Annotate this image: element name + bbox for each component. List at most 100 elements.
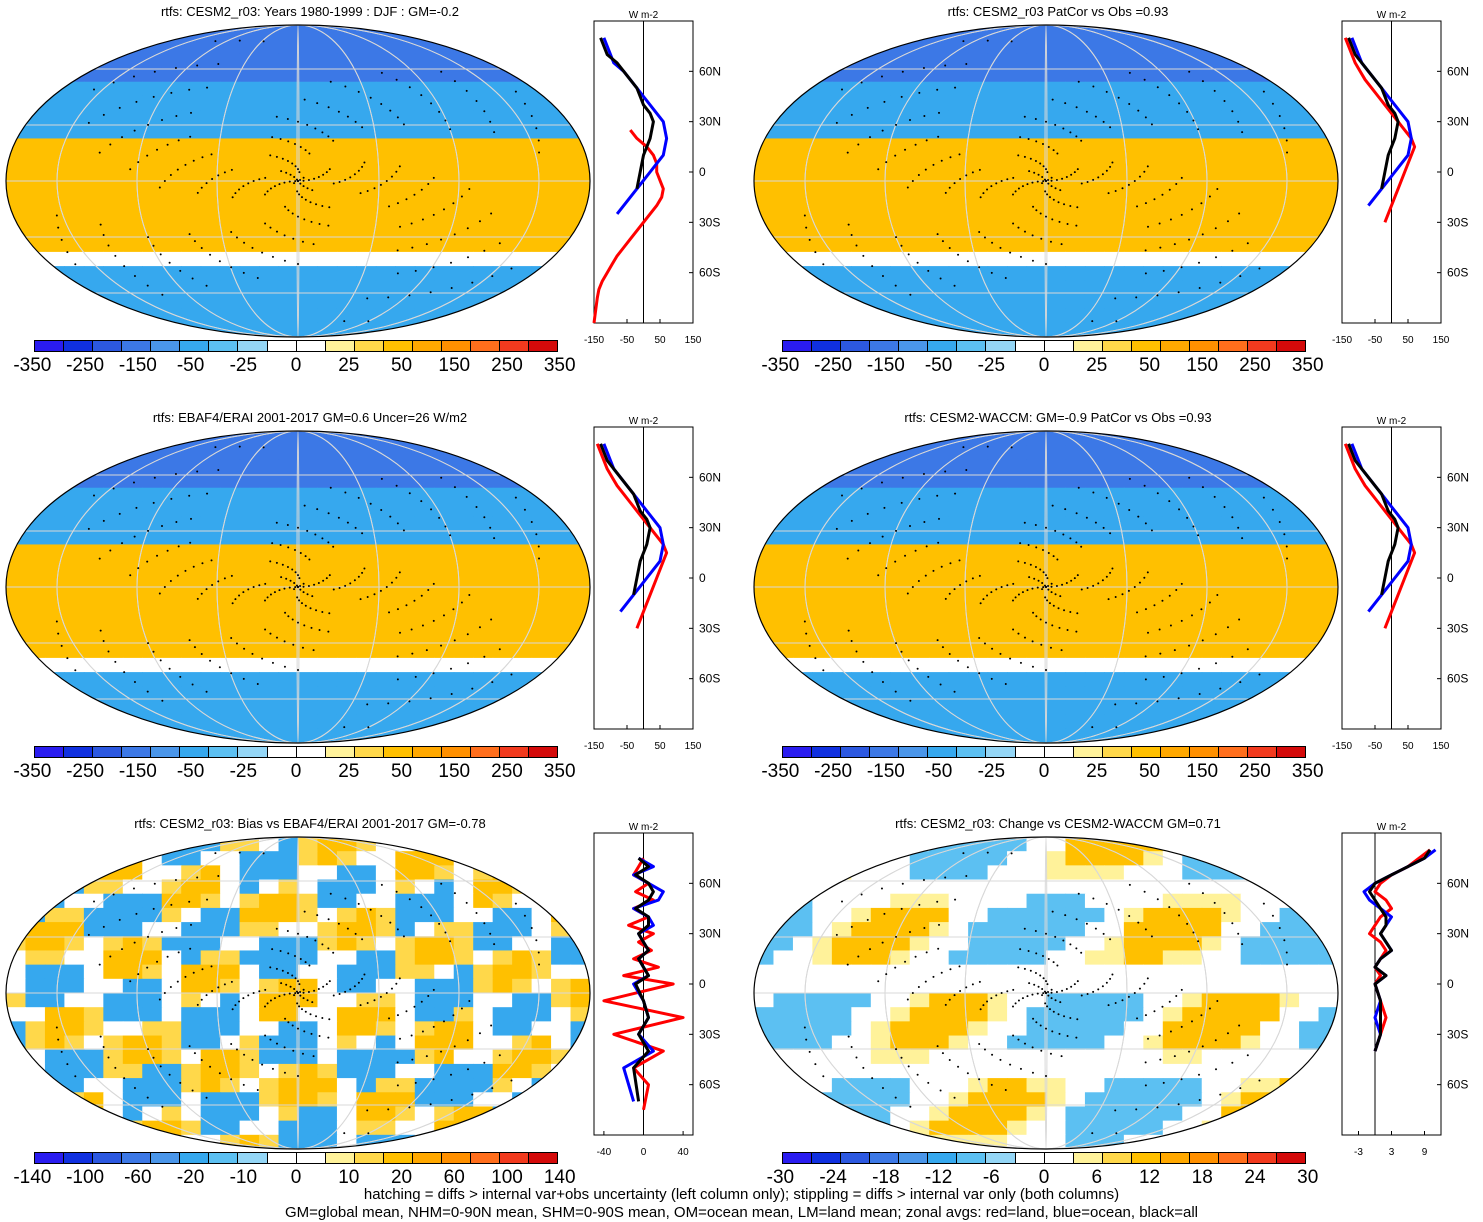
stipple-dot [387, 1108, 389, 1110]
colorbar-swatch [471, 1153, 500, 1163]
stipple-dot [93, 901, 95, 903]
stipple-dot [290, 986, 292, 988]
stipple-dot [535, 939, 537, 941]
stipple-dot [170, 904, 172, 906]
colorbar-swatch [297, 747, 326, 757]
stipple-dot [1030, 158, 1032, 160]
stipple-dot [153, 502, 155, 504]
stipple-dot [298, 599, 300, 601]
stipple-dot [430, 697, 432, 699]
stipple-dot [982, 192, 984, 194]
stipple-dot [1009, 658, 1011, 660]
colorbar-swatch [529, 1153, 557, 1163]
stipple-dot [397, 655, 399, 657]
stipple-dot [1005, 277, 1007, 279]
zonal-unit-label: W m-2 [1377, 10, 1407, 21]
stipple-dot [370, 909, 372, 911]
stipple-dot [1070, 580, 1072, 582]
stipple-dot [284, 1018, 286, 1020]
stipple-dot [894, 967, 896, 969]
stipple-dot [1202, 486, 1204, 488]
stipple-dot [211, 153, 213, 155]
lat-tick-label: 30N [699, 521, 721, 535]
stipple-dot [217, 875, 219, 877]
stipple-dot [1169, 189, 1171, 191]
colorbar-swatch [384, 747, 413, 757]
stipple-dot [217, 174, 219, 176]
stipple-dot [287, 160, 289, 162]
stipple-dot [74, 1075, 76, 1077]
colorbar-label: -250 [59, 355, 112, 377]
stipple-dot [1069, 1017, 1071, 1019]
stipple-dot [313, 990, 315, 992]
colorbar-swatch [238, 747, 267, 757]
stipple-dot [1215, 662, 1217, 664]
stipple-dot [444, 120, 446, 122]
stipple-dot [954, 182, 956, 184]
stipple-dot [965, 63, 967, 65]
stipple-dot [1040, 618, 1042, 620]
stipple-dot [360, 1004, 362, 1006]
stipple-dot [1178, 1103, 1180, 1105]
stipple-dot [164, 586, 166, 588]
colorbar-label: -150 [859, 355, 912, 377]
stipple-dot [1161, 194, 1163, 196]
stipple-dot [270, 594, 272, 596]
stipple-dot [991, 272, 993, 274]
colorbar-label: -50 [164, 761, 217, 783]
stipple-dot [1216, 1000, 1218, 1002]
stipple-dot [925, 981, 927, 983]
colorbar-label: 25 [1070, 355, 1123, 377]
colorbar-swatch [151, 747, 180, 757]
stipple-dot [287, 952, 289, 954]
stipple-dot [867, 513, 869, 515]
stipple-dot [467, 662, 469, 664]
stipple-dot [1111, 568, 1113, 570]
stipple-dot [959, 584, 961, 586]
colorbar-label: -150 [859, 761, 912, 783]
stipple-dot [1286, 963, 1288, 965]
stipple-dot [1214, 90, 1216, 92]
stipple-dot [270, 1000, 272, 1002]
colorbar-swatch [238, 341, 267, 351]
stipple-dot [426, 649, 428, 651]
colorbar-swatch [812, 341, 841, 351]
world-map [748, 424, 1348, 750]
stipple-dot [847, 964, 849, 966]
stipple-dot [219, 1072, 221, 1074]
stipple-dot [206, 87, 208, 89]
stipple-dot [1066, 582, 1068, 584]
stipple-dot [954, 285, 956, 287]
stipple-dot [1039, 162, 1041, 164]
stipple-dot [471, 282, 473, 284]
stipple-dot [297, 1028, 299, 1030]
stipple-dot [217, 63, 219, 65]
stipple-dot [1051, 586, 1053, 588]
stipple-dot [1202, 80, 1204, 82]
stipple-dot [483, 922, 485, 924]
stipple-dot [344, 179, 346, 181]
stipple-dot [272, 256, 274, 258]
stipple-dot [1045, 180, 1047, 182]
colorbar-swatch [413, 747, 442, 757]
stipple-dot [965, 875, 967, 877]
stipple-dot [308, 153, 310, 155]
stipple-dot [1015, 596, 1017, 598]
stipple-dot [995, 588, 997, 590]
stipple-dot [1145, 1084, 1147, 1086]
stipple-dot [257, 683, 259, 685]
stipple-dot [153, 96, 155, 98]
stipple-dot [1028, 544, 1030, 546]
stipple-dot [380, 590, 382, 592]
stipple-dot [1032, 206, 1034, 208]
stipple-dot [1076, 106, 1078, 108]
stipple-dot [1181, 1078, 1183, 1080]
stipple-dot [1224, 100, 1226, 102]
stipple-dot [1086, 517, 1088, 519]
stipple-dot [1017, 560, 1019, 562]
stipple-dot [1045, 933, 1047, 935]
stipple-dot [1045, 216, 1047, 218]
stipple-dot [524, 509, 526, 511]
stipple-dot [167, 144, 169, 146]
